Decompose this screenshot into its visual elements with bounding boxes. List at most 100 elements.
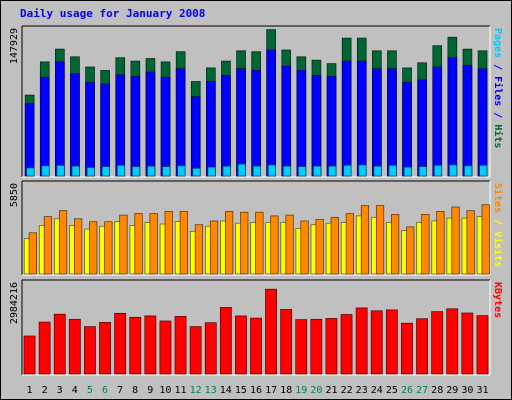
x-tick-label: 11 — [174, 385, 186, 396]
bar-sites — [119, 214, 128, 275]
x-tick-label: 24 — [371, 385, 383, 396]
bar-pages — [237, 163, 246, 177]
bar-sites — [345, 213, 354, 275]
bar-pages — [298, 166, 307, 177]
bar-files — [356, 60, 367, 177]
bar-sites — [194, 224, 204, 275]
bar-pages — [56, 165, 65, 177]
bar-pages — [41, 165, 50, 177]
bar-pages — [418, 166, 427, 177]
bar-kbytes — [431, 311, 444, 375]
bar-pages — [282, 165, 292, 177]
chart-title: Daily usage for January 2008 — [20, 7, 205, 20]
panel-hits-max-label: 147929 — [9, 28, 20, 64]
bar-pages — [71, 165, 80, 177]
bar-files — [175, 68, 186, 177]
bar-files — [311, 75, 322, 177]
bar-files — [39, 76, 50, 177]
bar-kbytes — [235, 315, 247, 375]
bar-sites — [300, 220, 309, 275]
bar-files — [55, 61, 65, 177]
bar-kbytes — [446, 308, 459, 375]
bar-sites — [466, 210, 475, 275]
panel-visits-max-label: 5850 — [9, 183, 20, 207]
bar-sites — [391, 214, 400, 275]
bar-kbytes — [159, 320, 172, 375]
bar-kbytes — [114, 312, 127, 375]
bar-files — [281, 65, 292, 177]
bar-sites — [134, 213, 143, 275]
x-tick-label: 9 — [147, 385, 153, 396]
x-tick-label: 27 — [416, 385, 428, 396]
bar-kbytes — [144, 315, 157, 375]
bar-kbytes — [53, 313, 66, 375]
bar-pages — [192, 167, 201, 177]
bar-sites — [481, 204, 490, 275]
bar-pages — [116, 165, 126, 177]
bar-files — [190, 96, 201, 177]
bar-sites — [43, 216, 53, 275]
bar-kbytes — [280, 309, 293, 375]
x-tick-label: 14 — [220, 385, 232, 396]
bar-kbytes — [295, 319, 308, 375]
x-tick-label: 8 — [132, 385, 138, 396]
bar-files — [266, 49, 276, 177]
x-tick-label: 2 — [42, 385, 48, 396]
x-tick-label: 7 — [117, 385, 123, 396]
x-tick-label: 15 — [235, 385, 247, 396]
bar-pages — [403, 166, 412, 177]
bar-pages — [252, 165, 261, 177]
bar-sites — [28, 232, 37, 275]
bar-kbytes — [476, 315, 489, 375]
bar-files — [100, 83, 110, 177]
bar-sites — [240, 211, 249, 275]
x-tick-label: 23 — [356, 385, 368, 396]
x-tick-label: 19 — [295, 385, 307, 396]
x-tick-label: 12 — [190, 385, 202, 396]
x-tick-label: 30 — [461, 385, 473, 396]
bar-files — [447, 57, 458, 177]
bar-kbytes — [340, 314, 353, 375]
bar-files — [236, 68, 246, 177]
bar-kbytes — [68, 318, 81, 375]
bar-kbytes — [461, 312, 474, 375]
bar-files — [115, 74, 126, 177]
bar-kbytes — [401, 322, 413, 375]
bar-sites — [89, 221, 98, 275]
bar-pages — [207, 166, 216, 177]
x-tick-label: 25 — [386, 385, 398, 396]
bar-pages — [86, 167, 95, 177]
bar-sites — [406, 226, 415, 275]
bar-files — [432, 66, 443, 177]
bar-files — [70, 73, 80, 177]
bar-sites — [255, 211, 264, 275]
bar-kbytes — [204, 322, 217, 375]
bar-kbytes — [38, 321, 51, 375]
bar-pages — [433, 165, 443, 177]
legend-part-hits-2: Files — [492, 76, 504, 106]
bar-kbytes — [129, 316, 142, 375]
bar-pages — [343, 165, 352, 177]
bar-kbytes — [84, 326, 96, 375]
panel-visits-legend: Sites / Visits — [492, 183, 504, 267]
bar-files — [251, 70, 261, 177]
bar-files — [160, 76, 171, 177]
panel-kbytes-max-label: 2984216 — [9, 282, 20, 324]
bar-sites — [315, 219, 324, 275]
x-tick-label: 18 — [280, 385, 292, 396]
bar-pages — [464, 165, 473, 177]
bar-pages — [101, 166, 110, 177]
bar-sites — [58, 210, 68, 275]
bar-kbytes — [23, 335, 36, 375]
x-tick-label: 5 — [87, 385, 93, 396]
bar-sites — [421, 214, 430, 275]
bar-sites — [164, 211, 173, 275]
bar-sites — [179, 211, 188, 275]
bar-sites — [209, 220, 219, 275]
bar-files — [85, 81, 95, 177]
x-tick-label: 22 — [341, 385, 353, 396]
x-tick-label: 6 — [102, 385, 108, 396]
bar-sites — [375, 205, 385, 275]
bar-kbytes — [385, 309, 398, 375]
